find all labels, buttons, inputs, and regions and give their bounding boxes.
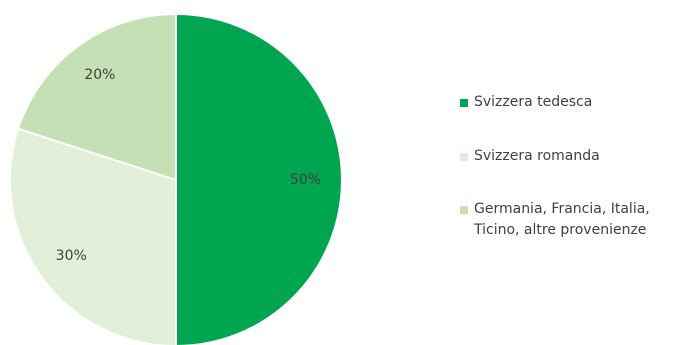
legend-label-altre-provenienze-line-2: Ticino, altre provenienze bbox=[474, 222, 647, 238]
pie-slice-label-svizzera-tedesca: 50% bbox=[290, 172, 321, 188]
legend-item-altre-provenienze: Germania, Francia, Italia, Ticino, altre… bbox=[460, 199, 675, 241]
legend-swatch-svizzera-romanda bbox=[460, 153, 468, 161]
pie-slice-labels: 50% 30% 20% bbox=[56, 67, 321, 264]
pie-slice-label-svizzera-romanda: 30% bbox=[56, 248, 87, 264]
legend-swatch-altre-provenienze bbox=[460, 206, 468, 214]
pie-slice-label-germania-francia-italia-ticino-altre-provenienze: 20% bbox=[84, 67, 115, 83]
legend-label-svizzera-romanda: Svizzera romanda bbox=[474, 148, 600, 164]
legend-swatch-svizzera-tedesca bbox=[460, 99, 468, 107]
legend-label-svizzera-tedesca: Svizzera tedesca bbox=[474, 94, 593, 110]
legend-item-svizzera-tedesca: Svizzera tedesca bbox=[460, 92, 675, 113]
pie-slice-germania-francia-italia-ticino-altre-provenienze bbox=[16, 12, 177, 182]
legend: Svizzera tedesca Svizzera romanda German… bbox=[460, 92, 675, 241]
pie-slice-svizzera-romanda bbox=[9, 127, 177, 345]
legend-item-svizzera-romanda: Svizzera romanda bbox=[460, 146, 675, 167]
legend-label-altre-provenienze-line-1: Germania, Francia, Italia, bbox=[474, 201, 650, 217]
legend-label-altre-provenienze: Germania, Francia, Italia, Ticino, altre… bbox=[474, 199, 650, 241]
pie-slices bbox=[9, 12, 343, 345]
pie-slice-svizzera-tedesca bbox=[175, 12, 343, 345]
